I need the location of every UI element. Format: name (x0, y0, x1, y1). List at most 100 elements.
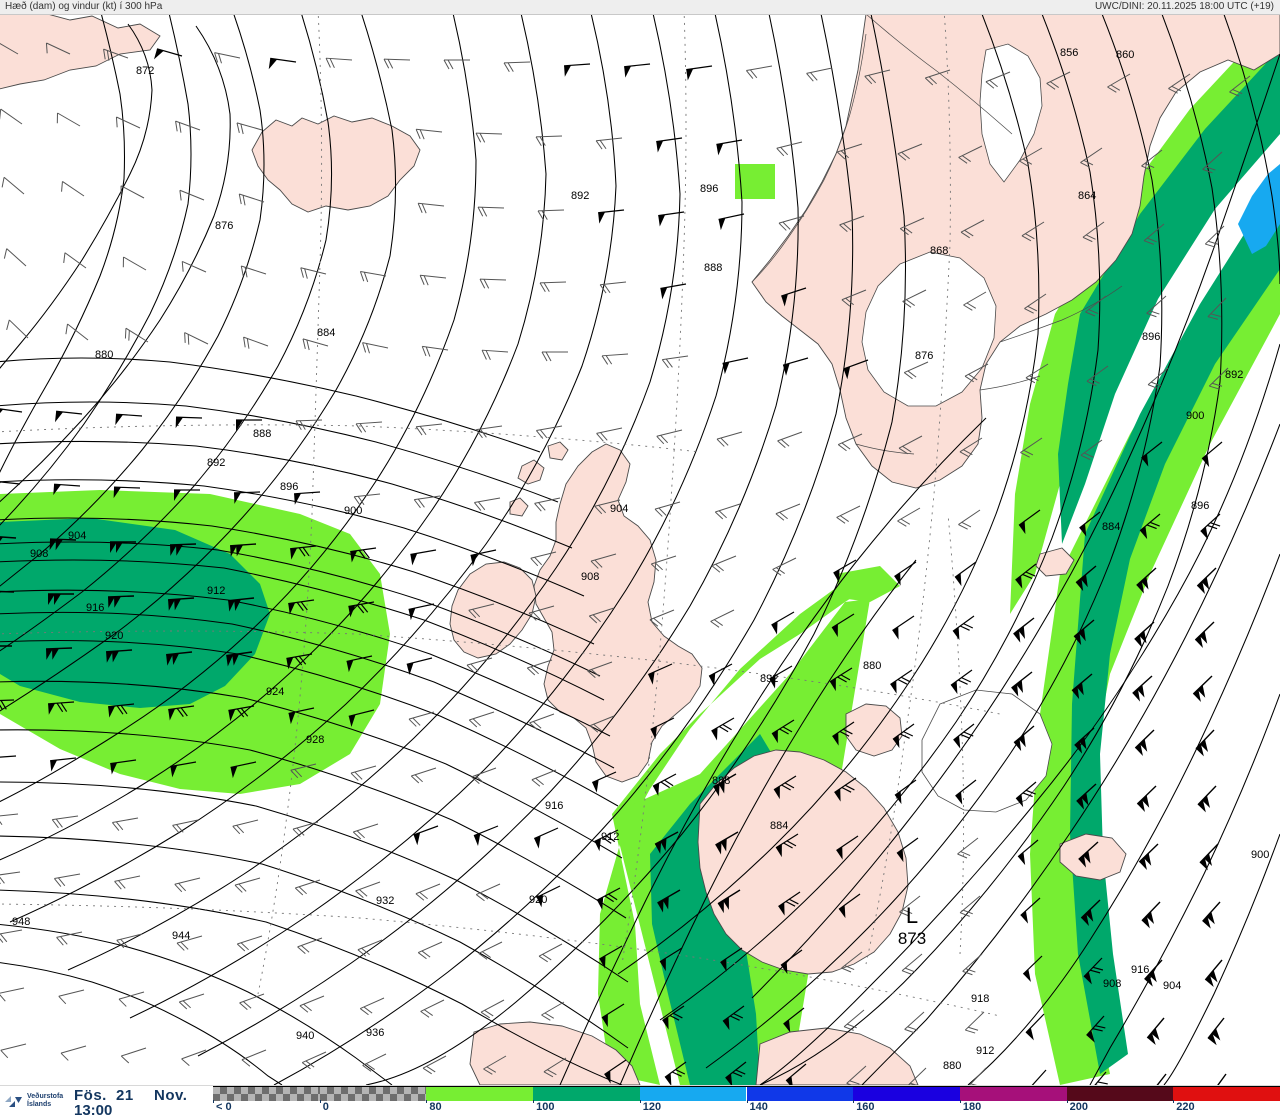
contour-label-text: 864 (1078, 190, 1096, 202)
contour-label: 944 (172, 930, 190, 942)
colorbar-tick-mark (746, 1100, 748, 1103)
colorbar-segment (746, 1087, 854, 1101)
contour-label: 912 (601, 831, 619, 843)
contour-label: 916 (545, 800, 563, 812)
contour-label: 888 (712, 775, 730, 787)
contour-label: 908 (30, 548, 48, 560)
colorbar-tick-label: 200 (1069, 1101, 1088, 1113)
colorbar-segment (319, 1087, 427, 1101)
contour-label: 940 (296, 1030, 314, 1042)
contour-label: 916 (86, 602, 104, 614)
colorbar-tick-mark (426, 1100, 428, 1103)
contour-label: 896 (1142, 331, 1160, 343)
contour-label-text: 936 (366, 1027, 384, 1039)
colorbar-tick-label: 220 (1176, 1101, 1195, 1113)
contour-label-text: 916 (86, 602, 104, 614)
contour-label: 896 (1191, 500, 1209, 512)
contour-label: 912 (976, 1045, 994, 1057)
colorbar-tick-labels: < 0 0 80 100 120 140 160 180 200 220 (213, 1100, 1280, 1115)
contour-label-text: 876 (915, 350, 933, 362)
contour-label: 876 (215, 220, 233, 232)
contour-label: 880 (863, 660, 881, 672)
contour-label-text: 916 (1131, 964, 1149, 976)
colorbar-segment (426, 1087, 534, 1101)
colorbar-tick-mark (1066, 1100, 1068, 1103)
contour-label-text: 908 (581, 571, 599, 583)
valid-weekday: Fös. (74, 1087, 107, 1104)
contour-label-text: 924 (266, 686, 284, 698)
contour-label-text: 860 (1116, 49, 1134, 61)
contour-label: 892 (207, 457, 225, 469)
contour-label: 904 (1163, 980, 1181, 992)
colorbar-tick-mark (639, 1100, 641, 1103)
contour-label: 856 (1060, 47, 1078, 59)
windspeed-colorbar[interactable] (213, 1087, 1280, 1101)
contour-label-text: 940 (296, 1030, 314, 1042)
contour-label-text: 876 (215, 220, 233, 232)
contour-label: 900 (344, 505, 362, 517)
contour-label: 860 (1116, 49, 1134, 61)
pressure-centre-value: 873 (898, 929, 926, 948)
contour-label: 920 (529, 894, 547, 906)
colorbar-tick-label: 120 (642, 1101, 662, 1113)
contour-label: 920 (105, 630, 123, 642)
valid-clock: 13:00 (74, 1102, 113, 1119)
contour-label-text: 928 (306, 734, 324, 746)
contour-label: 892 (760, 673, 778, 685)
contour-label: 884 (770, 820, 788, 832)
contour-label-text: 892 (760, 673, 778, 685)
contour-label-text: 884 (317, 327, 335, 339)
contour-label: 880 (95, 349, 113, 361)
contour-label: 900 (1251, 849, 1269, 861)
colorbar-tick-label: 0 (322, 1101, 329, 1113)
contour-label: 876 (915, 350, 933, 362)
contour-label-text: 912 (976, 1045, 994, 1057)
contour-label: 884 (1102, 521, 1120, 533)
contour-label-text: 932 (376, 895, 394, 907)
contour-label-text: 916 (545, 800, 563, 812)
contour-label: 916 (1131, 964, 1149, 976)
colorbar-segment (1066, 1087, 1174, 1101)
imo-logo: Veðurstofa Íslands (4, 1090, 70, 1112)
contour-label-text: 880 (95, 349, 113, 361)
valid-time-block: Fös. 21 Nov. 13:00 (74, 1088, 187, 1118)
contour-label-text: 896 (700, 183, 718, 195)
colorbar-tick-label: 160 (856, 1101, 875, 1113)
contour-label: 872 (136, 65, 154, 77)
contour-label-text: 888 (712, 775, 730, 787)
colorbar-tick-label: < 0 (216, 1101, 232, 1113)
contour-label-text: 896 (280, 481, 298, 493)
contour-label-text: 944 (172, 930, 190, 942)
contour-label: 880 (943, 1060, 961, 1072)
colorbar-tick-mark (533, 1100, 535, 1103)
colorbar-tick-label: 180 (962, 1101, 982, 1113)
non-land-overlay (861, 251, 1053, 813)
colorbar-segment (533, 1087, 640, 1101)
colorbar-tick-mark (319, 1100, 321, 1103)
colorbar-tick-label: 140 (749, 1101, 768, 1113)
contour-label: 896 (280, 481, 298, 493)
contour-label: 896 (700, 183, 718, 195)
contour-label-text: 896 (1142, 331, 1160, 343)
colorbar-tick-label: 100 (536, 1101, 555, 1113)
imo-logo-line2: Íslands (27, 1101, 52, 1108)
model-run-label: UWC/DINI: 20.11.2025 18:00 UTC (+19) (1094, 1, 1274, 12)
pressure-centre-symbol: L (906, 903, 918, 928)
graticule (0, 14, 1001, 1017)
colorbar-tick-mark (959, 1100, 961, 1103)
colorbar-segment (853, 1087, 960, 1101)
contour-label-text: 872 (136, 65, 154, 77)
contour-label-text: 892 (1225, 369, 1243, 381)
contour-label: 948 (12, 916, 30, 928)
contour-label: 888 (704, 262, 722, 274)
valid-month: Nov. (154, 1087, 188, 1104)
contour-label-text: 884 (770, 820, 788, 832)
colorbar-segment (959, 1087, 1067, 1101)
contour-label-text: 904 (1163, 980, 1181, 992)
contour-label-text: 908 (1103, 978, 1121, 990)
contour-label-text: 868 (930, 245, 948, 257)
contour-label: 888 (253, 428, 271, 440)
map-canvas[interactable]: 872 876 880 884 888 892 896 900 904 908 912 916 920 9… (0, 14, 1280, 1085)
